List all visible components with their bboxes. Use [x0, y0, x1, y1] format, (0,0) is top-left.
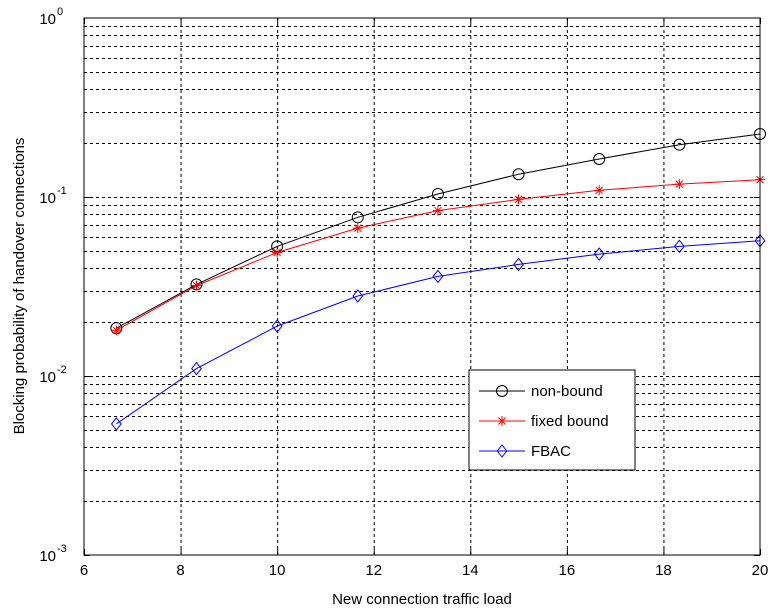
circle-marker	[673, 138, 686, 151]
x-tick-labels: 6 8 10 12 14 16 18 20	[80, 562, 768, 579]
star-marker-stroke	[434, 206, 442, 215]
legend-label: fixed bound	[531, 413, 609, 430]
star-marker	[497, 416, 507, 426]
x-tick-label: 12	[365, 562, 382, 579]
y-tick-exponent: -3	[57, 543, 67, 555]
star-marker	[594, 185, 605, 196]
star-marker-stroke	[498, 417, 506, 425]
grid-lines	[84, 18, 760, 555]
star-marker	[352, 223, 363, 234]
circle-marker	[496, 385, 508, 397]
plot-area	[84, 18, 760, 555]
x-tick-label: 6	[80, 562, 88, 579]
y-tick-exponent: -1	[57, 185, 67, 197]
y-tick-exponent: 0	[57, 6, 63, 18]
diamond-marker	[110, 417, 122, 431]
y-tick-label: 10	[39, 369, 56, 386]
star-marker-stroke	[273, 248, 281, 257]
x-tick-label: 20	[752, 562, 768, 579]
x-tick-label: 10	[269, 562, 286, 579]
diamond-marker	[191, 361, 202, 376]
x-tick-label: 16	[559, 562, 576, 579]
diamond-marker	[496, 444, 508, 458]
legend-label: non-bound	[531, 383, 603, 400]
star-marker	[674, 179, 685, 190]
y-tick-exponent: -2	[57, 364, 67, 376]
star-marker-stroke	[112, 326, 121, 335]
circle-marker	[512, 168, 525, 181]
diamond-marker	[432, 269, 444, 284]
plot-frame	[83, 17, 761, 556]
x-tick-label: 18	[655, 562, 672, 579]
star-marker-stroke	[514, 195, 523, 204]
x-tick-label: 14	[462, 562, 479, 579]
diamond-marker	[673, 239, 685, 254]
star-marker	[111, 325, 122, 336]
diamond-marker	[513, 257, 525, 272]
star-marker-stroke	[192, 281, 201, 290]
legend: non-bound fixed bound FBAC	[468, 369, 636, 471]
legend-box	[468, 369, 636, 471]
diamond-marker	[593, 247, 605, 261]
star-marker	[191, 280, 202, 291]
axis-ticks	[84, 18, 761, 556]
star-marker-stroke	[595, 186, 604, 195]
diamond-marker	[352, 289, 364, 303]
diamond-marker	[271, 319, 283, 333]
x-axis-label: New connection traffic load	[332, 591, 512, 608]
series-line-2	[116, 240, 761, 425]
y-tick-label: 10	[39, 548, 56, 565]
y-axis-label: Blocking probability of handover connect…	[11, 138, 28, 435]
series-line-0	[116, 133, 761, 329]
star-marker-stroke	[675, 180, 684, 188]
star-marker	[432, 205, 443, 216]
y-tick-label: 10	[39, 11, 56, 28]
star-marker	[272, 247, 283, 258]
star-marker-stroke	[353, 224, 362, 232]
circle-marker	[351, 211, 364, 224]
circle-marker	[431, 187, 444, 200]
y-tick-label: 10	[39, 190, 56, 207]
legend-label: FBAC	[531, 443, 571, 460]
star-marker	[513, 194, 524, 205]
x-tick-label: 8	[176, 562, 184, 579]
circle-marker	[593, 153, 606, 166]
